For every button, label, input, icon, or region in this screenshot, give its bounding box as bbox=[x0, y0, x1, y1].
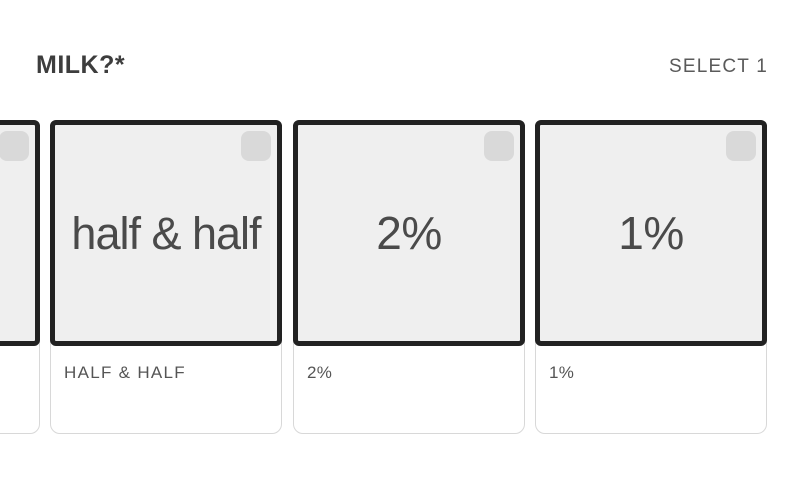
image-placeholder-chip-icon bbox=[241, 131, 271, 161]
image-placeholder-chip-icon bbox=[726, 131, 756, 161]
option-caption: 2% bbox=[307, 363, 333, 381]
option-card[interactable]: 2% 2% bbox=[293, 120, 525, 434]
select-count-hint: SELECT 1 bbox=[668, 56, 768, 77]
option-caption: 1% bbox=[549, 363, 575, 381]
option-image-tile[interactable]: 2% bbox=[293, 120, 525, 346]
option-image-tile[interactable]: 1% bbox=[535, 120, 767, 346]
option-card[interactable] bbox=[0, 120, 40, 434]
option-card-carousel[interactable]: half & half HALF & HALF 2% 2% 1% 1% bbox=[0, 120, 800, 450]
image-placeholder-chip-icon bbox=[0, 131, 29, 161]
image-placeholder-chip-icon bbox=[484, 131, 514, 161]
option-image-text: half & half bbox=[71, 207, 261, 259]
option-image-tile[interactable]: half & half bbox=[50, 120, 282, 346]
option-caption bbox=[0, 346, 40, 364]
option-card[interactable]: half & half HALF & HALF bbox=[50, 120, 282, 434]
option-image-text: 2% bbox=[376, 207, 442, 259]
option-card[interactable]: 1% 1% bbox=[535, 120, 767, 434]
option-caption: HALF & HALF bbox=[64, 363, 186, 381]
page-title: MILK?* bbox=[36, 51, 126, 79]
option-image-text: 1% bbox=[618, 207, 684, 259]
question-header: MILK?* SELECT 1 bbox=[0, 0, 800, 110]
option-image-tile[interactable] bbox=[0, 120, 40, 346]
